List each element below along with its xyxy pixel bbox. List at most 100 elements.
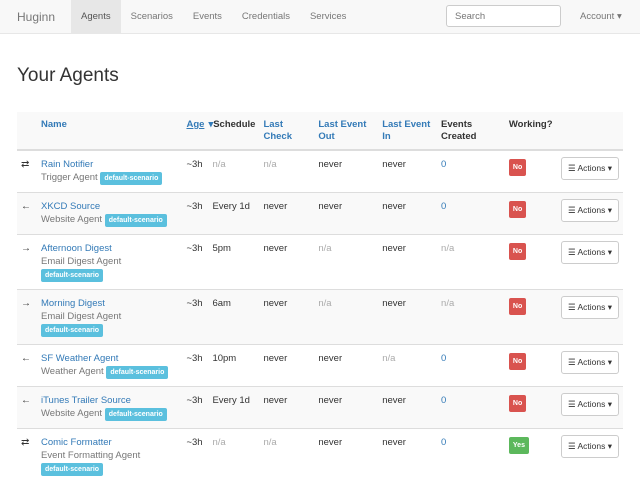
actions-dropdown-button[interactable]: ☰ Actions ▾ — [561, 157, 619, 180]
agent-last-event-in: n/a — [378, 345, 437, 387]
agent-last-event-in: never — [378, 290, 437, 345]
agent-type: Website Agent — [41, 408, 102, 419]
agent-schedule: Every 1d — [208, 193, 259, 235]
agent-direction-icon: ← — [21, 395, 31, 406]
agent-direction-icon: ⇄ — [21, 437, 29, 448]
agent-age: ~3h — [182, 345, 208, 387]
agent-events-created[interactable]: 0 — [437, 429, 505, 483]
list-icon: ☰ — [568, 247, 576, 257]
nav-credentials[interactable]: Credentials — [232, 0, 300, 33]
agent-schedule: n/a — [208, 150, 259, 193]
agent-type: Trigger Agent — [41, 172, 98, 183]
agent-last-event-out: never — [314, 150, 378, 193]
agent-last-check: never — [259, 290, 314, 345]
caret-down-icon: ▾ — [608, 163, 612, 173]
working-status-badge: No — [509, 243, 526, 260]
agent-type: Email Digest Agent — [41, 311, 121, 322]
agent-name-link[interactable]: Comic Formatter — [41, 437, 112, 448]
agent-events-created[interactable]: 0 — [437, 345, 505, 387]
actions-dropdown-button[interactable]: ☰ Actions ▾ — [561, 435, 619, 458]
actions-label: Actions — [577, 205, 605, 215]
agent-last-check: never — [259, 387, 314, 429]
actions-label: Actions — [577, 357, 605, 367]
agent-row: ⇄ Comic Formatter Event Formatting Agent d… — [17, 429, 623, 483]
agent-name-link[interactable]: SF Weather Agent — [41, 353, 118, 364]
agent-last-event-out: never — [314, 345, 378, 387]
agent-last-event-out: never — [314, 429, 378, 483]
working-status-badge: No — [509, 353, 526, 370]
nav-agents[interactable]: Agents — [71, 0, 121, 33]
agent-name-link[interactable]: iTunes Trailer Source — [41, 395, 131, 406]
agent-last-check: never — [259, 193, 314, 235]
brand-logo[interactable]: Huginn — [0, 10, 71, 24]
nav-services[interactable]: Services — [300, 0, 356, 33]
actions-dropdown-button[interactable]: ☰ Actions ▾ — [561, 199, 619, 222]
page-title: Your Agents — [17, 65, 119, 87]
actions-dropdown-button[interactable]: ☰ Actions ▾ — [561, 296, 619, 319]
scenario-badge[interactable]: default-scenario — [106, 366, 168, 379]
agent-schedule: 5pm — [208, 235, 259, 290]
agent-schedule: 10pm — [208, 345, 259, 387]
agent-name-link[interactable]: Morning Digest — [41, 298, 105, 309]
scenario-badge[interactable]: default-scenario — [41, 463, 103, 476]
scenario-badge[interactable]: default-scenario — [105, 214, 167, 227]
scenario-badge[interactable]: default-scenario — [41, 269, 103, 282]
agent-events-created[interactable]: n/a — [437, 290, 505, 345]
actions-dropdown-button[interactable]: ☰ Actions ▾ — [561, 351, 619, 374]
scenario-badge[interactable]: default-scenario — [105, 408, 167, 421]
working-status-badge: No — [509, 395, 526, 412]
header-events-created: Events Created — [437, 112, 505, 150]
sort-name[interactable]: Name — [41, 119, 67, 130]
actions-dropdown-button[interactable]: ☰ Actions ▾ — [561, 241, 619, 264]
agent-type: Event Formatting Agent — [41, 450, 140, 461]
account-dropdown[interactable]: Account ▾ — [580, 0, 622, 33]
caret-down-icon: ▾ — [608, 205, 612, 215]
agent-events-created[interactable]: 0 — [437, 150, 505, 193]
nav-scenarios[interactable]: Scenarios — [121, 0, 183, 33]
agent-last-event-out: never — [314, 387, 378, 429]
agent-events-created[interactable]: n/a — [437, 235, 505, 290]
sort-last-check[interactable]: Last Check — [263, 119, 292, 142]
agent-events-created[interactable]: 0 — [437, 193, 505, 235]
agent-last-check: never — [259, 235, 314, 290]
agent-age: ~3h — [182, 290, 208, 345]
agent-type: Email Digest Agent — [41, 256, 121, 267]
agent-events-created[interactable]: 0 — [437, 387, 505, 429]
actions-dropdown-button[interactable]: ☰ Actions ▾ — [561, 393, 619, 416]
caret-down-icon: ▾ — [608, 357, 612, 367]
working-status-badge: No — [509, 159, 526, 176]
agent-last-event-out: n/a — [314, 290, 378, 345]
agent-age: ~3h — [182, 235, 208, 290]
agent-name-link[interactable]: XKCD Source — [41, 201, 100, 212]
actions-label: Actions — [577, 441, 605, 451]
caret-down-icon: ▾ — [608, 399, 612, 409]
agent-schedule: n/a — [208, 429, 259, 483]
agent-name-link[interactable]: Rain Notifier — [41, 159, 93, 170]
agent-row: ← iTunes Trailer Source Website Agent def… — [17, 387, 623, 429]
agent-last-check: n/a — [259, 150, 314, 193]
sort-last-event-in[interactable]: Last Event In — [382, 119, 430, 142]
list-icon: ☰ — [568, 205, 576, 215]
agent-last-event-out: never — [314, 193, 378, 235]
agent-type: Weather Agent — [41, 366, 104, 377]
sort-last-event-out[interactable]: Last Event Out — [318, 119, 366, 142]
agent-name-link[interactable]: Afternoon Digest — [41, 243, 112, 254]
agent-last-check: n/a — [259, 429, 314, 483]
sort-age[interactable]: Age — [186, 119, 204, 130]
agent-last-event-in: never — [378, 429, 437, 483]
search-input[interactable] — [446, 5, 561, 27]
nav-events[interactable]: Events — [183, 0, 232, 33]
list-icon: ☰ — [568, 163, 576, 173]
working-status-badge: No — [509, 298, 526, 315]
agent-last-event-in: never — [378, 387, 437, 429]
agent-schedule: 6am — [208, 290, 259, 345]
working-status-badge: Yes — [509, 437, 529, 454]
scenario-badge[interactable]: default-scenario — [41, 324, 103, 337]
agent-age: ~3h — [182, 387, 208, 429]
agent-schedule: Every 1d — [208, 387, 259, 429]
scenario-badge[interactable]: default-scenario — [100, 172, 162, 185]
